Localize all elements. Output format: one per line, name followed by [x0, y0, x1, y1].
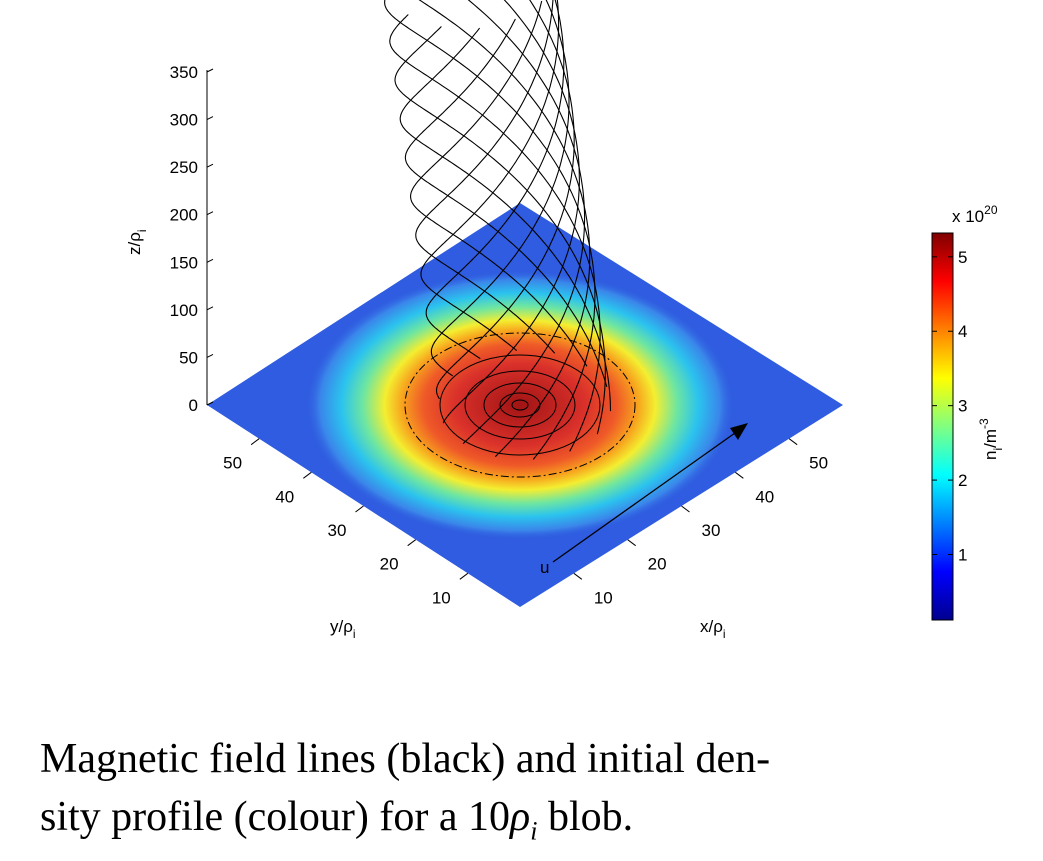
y-tick-label: 30: [328, 521, 347, 540]
y-label-sub: i: [353, 627, 356, 641]
z-tick: [206, 116, 214, 121]
y-tick-label: 50: [223, 454, 242, 473]
multiplier-text: x 10: [952, 207, 984, 226]
field-line: [410, 0, 588, 367]
z-label-sub: i: [135, 229, 149, 232]
x-tick-label: 20: [648, 555, 667, 574]
field-lines: [384, 0, 612, 460]
y-tick: [459, 572, 469, 580]
x-tick: [735, 471, 744, 479]
colorbar-tick-label: 1: [958, 546, 967, 565]
y-tick: [355, 505, 364, 513]
field-line: [394, 26, 606, 435]
x-tick: [627, 539, 636, 547]
z-tick: [206, 211, 214, 216]
z-tick: [206, 353, 214, 358]
field-line: [399, 27, 612, 412]
z-tick-label: 350: [170, 63, 198, 82]
field-line: [430, 0, 570, 377]
y-label-text: y/ρ: [330, 617, 353, 636]
z-tick-label: 200: [170, 206, 198, 225]
field-line: [415, 0, 556, 354]
y-tick: [303, 471, 312, 479]
x-tick-label: 30: [702, 521, 721, 540]
field-line: [384, 0, 596, 460]
cb-label-text: n: [981, 451, 1000, 460]
cb-label-rest: /m: [981, 429, 1000, 448]
y-label: y/ρi: [330, 617, 356, 641]
colorbar-tick-label: 3: [958, 397, 967, 416]
x-tick-label: 40: [755, 487, 774, 506]
figure: u y/ρi x/ρi z/ρi x 1020 ni/m-3 102030405…: [125, 0, 1005, 641]
z-tick-label: 300: [170, 111, 198, 130]
z-tick-label: 150: [170, 253, 198, 272]
multiplier-sup: 20: [984, 203, 998, 217]
arrow-head: [730, 423, 748, 440]
caption-sub: i: [530, 816, 538, 846]
field-line: [404, 18, 608, 388]
x-label: x/ρi: [700, 617, 726, 641]
caption-symbol: ρ: [510, 794, 531, 840]
z-tick: [206, 163, 214, 168]
colorbar-tick-label: 4: [958, 322, 967, 341]
y-tick-label: 20: [380, 555, 399, 574]
z-tick-label: 100: [170, 301, 198, 320]
caption-tail: blob.: [537, 794, 634, 840]
z-tick-label: 250: [170, 158, 198, 177]
y-tick-label: 40: [275, 487, 294, 506]
x-tick: [573, 572, 583, 580]
colorbar-tick-label: 2: [958, 471, 967, 490]
y-tick-label: 10: [432, 588, 451, 607]
caption-text: sity profile (colour) for a 10: [40, 794, 511, 840]
z-tick-label: 0: [189, 396, 198, 415]
y-tick: [250, 438, 260, 446]
x-tick-label: 10: [594, 588, 613, 607]
x-tick: [788, 438, 798, 446]
z-label-text: z/ρ: [125, 232, 144, 255]
cb-label-sub: i: [991, 448, 1005, 451]
z-tick: [206, 306, 214, 311]
x-label-text: x/ρ: [700, 617, 723, 636]
z-tick: [206, 68, 214, 73]
colorbar: [931, 232, 954, 621]
caption-line: Magnetic field lines (black) and initial…: [40, 736, 771, 782]
z-tick-label: 50: [179, 348, 198, 367]
y-tick: [407, 539, 416, 547]
colorbar-label: ni/m-3: [977, 418, 1005, 460]
field-line: [418, 0, 591, 458]
x-tick: [681, 505, 690, 513]
z-tick: [206, 258, 214, 263]
caption-line: sity profile (colour) for a 10ρi blob.: [40, 796, 633, 844]
colorbar-tick-label: 5: [958, 248, 967, 267]
field-line: [425, 0, 565, 360]
x-label-sub: i: [723, 627, 726, 641]
z-tick: [206, 401, 214, 406]
cb-label-sup: -3: [977, 418, 991, 429]
arrow: [552, 432, 736, 563]
colorbar-multiplier: x 1020: [952, 203, 998, 226]
field-line: [420, 0, 560, 352]
z-label: z/ρi: [125, 229, 149, 255]
annotation: u: [540, 558, 549, 577]
density-blob: [305, 270, 735, 540]
contours: [404, 332, 636, 478]
field-line: [462, 0, 586, 445]
x-tick-label: 50: [809, 454, 828, 473]
